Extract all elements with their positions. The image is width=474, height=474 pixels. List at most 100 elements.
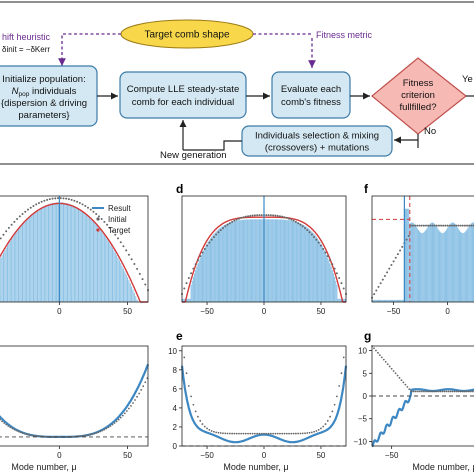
panel-bl-initial-dot bbox=[33, 434, 36, 437]
panel-g-initial-dot bbox=[375, 349, 377, 352]
panel-g-initial-dot bbox=[373, 347, 375, 350]
panel-e-xtick-label: 50 bbox=[316, 451, 325, 460]
panel-bl-initial-dot bbox=[144, 381, 147, 384]
panel-f-initial-dot bbox=[388, 267, 391, 270]
panel-c-initial-dot bbox=[5, 230, 8, 233]
panel-g-initial-dot bbox=[445, 390, 448, 393]
panel-bl-result bbox=[0, 363, 150, 438]
panel-d-initial-dot bbox=[310, 233, 313, 236]
panel-bl-initial-dot bbox=[83, 434, 85, 437]
panel-d-initial-dot bbox=[247, 215, 250, 218]
panel-f-initial-dot bbox=[433, 224, 436, 227]
panel-e-initial-dot bbox=[197, 415, 199, 418]
panel-e-initial-dot bbox=[258, 432, 261, 435]
panel-f-initial-dot bbox=[466, 224, 469, 227]
panel-g-initial-dot bbox=[396, 374, 399, 377]
panel-e-initial-dot bbox=[210, 430, 213, 432]
criterion-line-3: fullfilled? bbox=[400, 102, 437, 113]
panel-c-initial-dot bbox=[141, 278, 144, 281]
panel-g-initial-dot bbox=[400, 379, 403, 381]
panel-g-initial-dot bbox=[414, 390, 417, 393]
panel-g-initial-dot bbox=[386, 363, 389, 366]
panel-c-initial-dot bbox=[35, 203, 38, 206]
panel-e-initial-dot bbox=[324, 423, 327, 425]
panel-f-initial-dot bbox=[457, 224, 460, 227]
panel-d-initial-dot bbox=[210, 238, 213, 241]
panel-g-initial-dot bbox=[439, 390, 442, 393]
panel-e-initial-dot bbox=[274, 432, 277, 435]
panel-bl-initial-dot bbox=[95, 432, 98, 434]
panel-c-initial-dot bbox=[89, 208, 92, 211]
panel-c-initial-dot bbox=[76, 200, 79, 203]
criterion-line-2: criterion bbox=[401, 90, 435, 101]
panel-bl-initial-dot bbox=[23, 432, 26, 435]
panel-e-initial-dot bbox=[331, 410, 334, 413]
panel-e-ytick-label: 2 bbox=[173, 423, 178, 432]
panel-bl-initial-dot bbox=[78, 435, 81, 438]
panel-d-initial-dot bbox=[288, 217, 291, 220]
panel-bl-frame bbox=[0, 345, 149, 447]
panel-c-xtick-label: 50 bbox=[123, 307, 132, 316]
panel-f-initial-dot bbox=[431, 224, 434, 227]
panel-g-initial-dot bbox=[416, 390, 419, 393]
panel-e-initial-dot bbox=[304, 432, 306, 435]
panel-g-initial-dot bbox=[449, 390, 452, 393]
panel-bl-initial-dot bbox=[25, 433, 28, 436]
xlabel-left: Mode number, μ bbox=[11, 462, 76, 472]
panel-e-initial-dot bbox=[333, 403, 336, 406]
panel-e-initial-dot bbox=[244, 432, 247, 435]
panel-f-initial-dot bbox=[455, 224, 458, 227]
panel-d-initial-dot bbox=[292, 219, 295, 222]
panel-d-initial-dot bbox=[237, 217, 240, 220]
panel-f-initial-dot bbox=[375, 289, 378, 292]
panel-f-initial-dot bbox=[373, 293, 376, 296]
panel-c-initial-dot bbox=[2, 233, 5, 236]
panel-c-initial-dot bbox=[133, 262, 136, 265]
panel-e-initial-dot bbox=[326, 419, 329, 422]
panel-f-initial-dot bbox=[422, 224, 425, 227]
panel-bl-initial-dot bbox=[119, 416, 122, 419]
panel-letter-g: g bbox=[364, 329, 371, 343]
panel-f-initial-dot bbox=[470, 224, 473, 227]
panel-bl-initial-dot bbox=[130, 404, 132, 407]
panel-c-initial-dot bbox=[95, 212, 98, 215]
panel-e-initial-dot bbox=[219, 432, 222, 434]
panel-d-initial-dot bbox=[256, 214, 259, 217]
panel-c-initial-dot bbox=[87, 206, 89, 209]
xlabel-right: Mode number, μ bbox=[412, 462, 474, 472]
panel-c-initial-dot bbox=[114, 233, 117, 236]
panel-e-initial-dot bbox=[194, 410, 197, 413]
panel-f-initial-dot bbox=[379, 282, 382, 285]
compute-line-1: Compute LLE steady-state bbox=[127, 84, 239, 95]
panel-e-initial-dot bbox=[185, 372, 188, 375]
panel-g-initial-dot bbox=[422, 390, 424, 393]
panel-e-ytick-label: 10 bbox=[168, 347, 177, 356]
panel-bl-initial-dot bbox=[0, 418, 1, 421]
panel-g-ytick-label: 0 bbox=[363, 392, 368, 401]
legend-result: Result bbox=[108, 204, 131, 213]
criterion-line-1: Fitness bbox=[403, 78, 434, 89]
panel-e-initial-dot bbox=[306, 432, 309, 434]
panel-e-initial-dot bbox=[231, 432, 234, 435]
panel-bl-initial-dot bbox=[121, 414, 124, 417]
panel-g-initial-dot bbox=[435, 390, 438, 393]
panel-g-initial-dot bbox=[398, 376, 401, 379]
panel-f-initial-dot bbox=[459, 224, 462, 227]
panel-d-initial-dot bbox=[203, 247, 206, 250]
panel-e-initial-dot bbox=[238, 432, 240, 435]
panel-d-initial-dot bbox=[329, 259, 332, 262]
panel-c-initial-dot bbox=[24, 210, 27, 213]
panel-c-initial-dot bbox=[46, 198, 49, 201]
panel-bl-initial-dot bbox=[87, 434, 89, 436]
panel-e-initial-dot bbox=[251, 432, 254, 435]
panel-f-initial-dot bbox=[407, 234, 410, 237]
no-label: No bbox=[424, 126, 436, 137]
arrow-new-generation-a bbox=[223, 140, 242, 148]
panel-g-initial-dot bbox=[382, 358, 385, 361]
selection-line-2: (crossovers) + mutations bbox=[265, 143, 370, 154]
panel-bl-initial-dot bbox=[21, 432, 24, 434]
panel-f-initial-dot bbox=[435, 224, 438, 227]
panel-g-initial-dot bbox=[428, 390, 430, 393]
panel-c-initial-dot bbox=[111, 230, 114, 233]
panel-d-initial-dot bbox=[233, 219, 236, 222]
